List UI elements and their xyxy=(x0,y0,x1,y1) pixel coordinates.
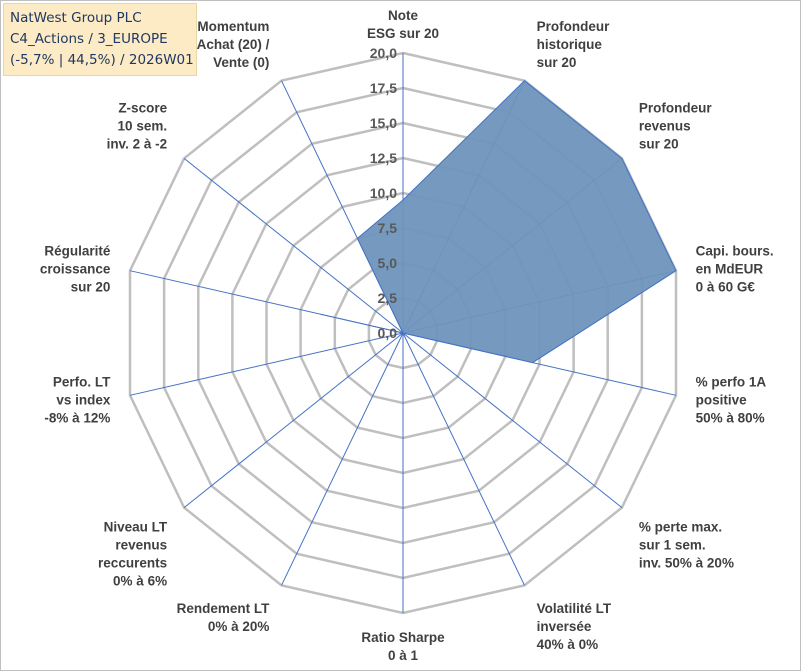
radial-tick-label: 12,5 xyxy=(370,150,397,166)
radar-spoke xyxy=(402,332,623,508)
axis-label: Volatilité LT inversée 40% à 0% xyxy=(537,601,612,652)
radar-series xyxy=(320,80,677,364)
series-area xyxy=(320,80,677,364)
title-line-1: NatWest Group PLC xyxy=(10,10,142,26)
title-line-2: C4_Actions / 3_EUROPE xyxy=(10,31,168,47)
radial-tick-label: 2,5 xyxy=(378,290,398,306)
axis-label: Ratio Sharpe 0 à 1 xyxy=(361,630,445,663)
axis-label: % perfo 1A positive 50% à 80% xyxy=(696,374,767,425)
radial-tick-label: 7,5 xyxy=(378,220,398,236)
radial-tick-label: 20,0 xyxy=(370,45,397,61)
axis-label: Momentum Achat (20) / Vente (0) xyxy=(197,19,270,70)
axis-label: Note ESG sur 20 xyxy=(367,8,439,41)
radar-spoke xyxy=(281,332,404,586)
radial-tick-label: 5,0 xyxy=(378,255,398,271)
axis-label: Capi. bours. en MdEUR 0 à 60 G€ xyxy=(696,244,774,295)
radar-spoke xyxy=(129,332,404,396)
axis-label: Profondeur historique sur 20 xyxy=(537,19,610,70)
axis-label: Profondeur revenus sur 20 xyxy=(639,101,712,152)
axis-label: Perfo. LT vs index -8% à 12% xyxy=(44,374,111,425)
radial-tick-label: 10,0 xyxy=(370,185,397,201)
radar-axis-labels: Note ESG sur 20 Profondeur historique sur 20… xyxy=(40,8,774,663)
chart-title-box: NatWest Group PLC C4_Actions / 3_EUROPE … xyxy=(3,3,197,76)
radar-tick-labels: 0,0 2,5 5,0 7,5 10,0 12,5 15,0 17,5 20,0 xyxy=(370,45,397,341)
radar-spoke xyxy=(402,332,525,586)
radial-tick-label: 15,0 xyxy=(370,115,397,131)
axis-label: Niveau LT revenus reccurents 0% à 6% xyxy=(98,519,168,588)
radar-spoke xyxy=(183,158,404,334)
radial-tick-label: 17,5 xyxy=(370,80,397,96)
axis-label: Rendement LT 0% à 20% xyxy=(177,601,271,634)
radar-spoke xyxy=(183,332,404,508)
axis-label: % perte max. sur 1 sem. inv. 50% à 20% xyxy=(639,519,734,570)
radial-tick-label: 0,0 xyxy=(378,325,398,341)
axis-label: Régularité croissance sur 20 xyxy=(40,244,111,295)
axis-label: Z-score 10 sem. inv. 2 à -2 xyxy=(107,101,168,152)
title-line-3: (-5,7% | 44,5%) / 2026W01 xyxy=(10,52,194,68)
